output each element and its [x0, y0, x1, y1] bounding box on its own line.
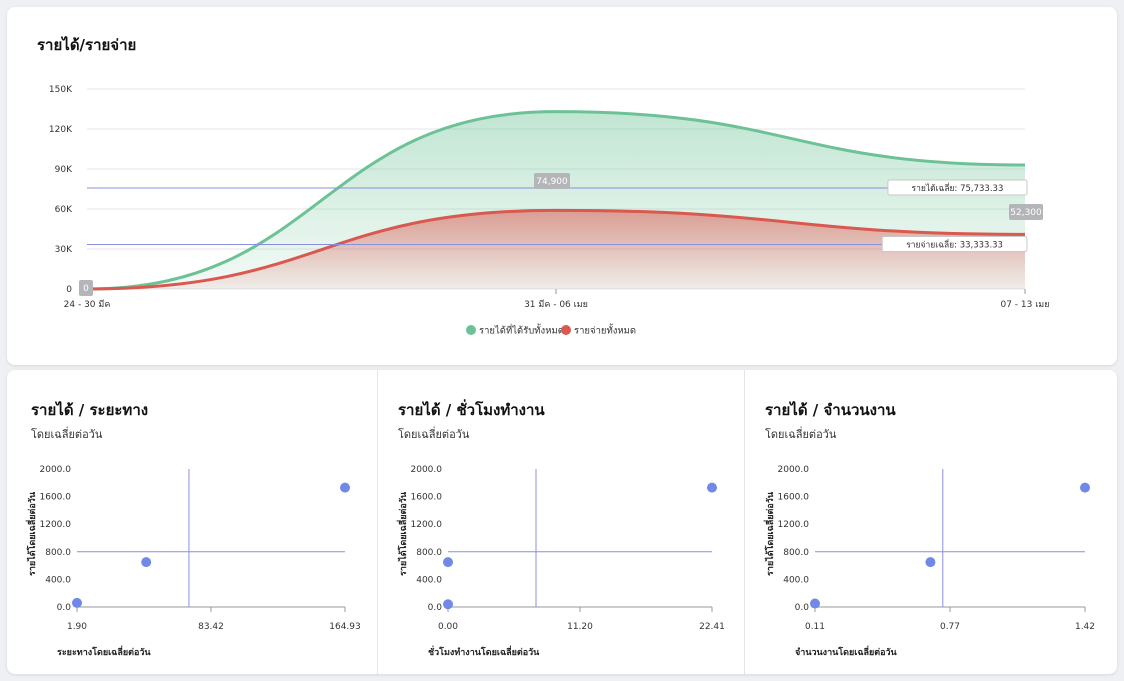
- y-tick-label: 1200.0: [778, 520, 810, 530]
- x-tick-label: 24 - 30 มีค: [64, 299, 111, 310]
- scatter-point: [443, 557, 453, 568]
- y-tick-label: 2000.0: [778, 465, 810, 475]
- legend-marker: [466, 325, 476, 335]
- x-tick-label: 164.93: [329, 622, 361, 632]
- y-axis-title: รายได้โดยเฉลี่ยต่อวัน: [25, 491, 38, 576]
- x-tick-label: 83.42: [198, 622, 224, 632]
- y-tick-label: 400.0: [416, 575, 442, 585]
- legend-marker: [561, 325, 571, 335]
- scatter-chart-hours: 0.0 400.0 800.0 1200.0 1600.0 2000.0 0.00 11.20…: [396, 465, 725, 658]
- panel-title: รายได้ / จำนวนงาน: [765, 401, 896, 419]
- x-axis-title: ชั่วโมงทำงานโดยเฉลี่ยต่อวัน: [428, 645, 540, 658]
- y-tick-label: 1600.0: [411, 493, 443, 503]
- x-tick-label: 0.11: [805, 622, 825, 632]
- panel-income-hours: รายได้ / ชั่วโมงทำงาน โดยเฉลี่ยต่อวัน 0.…: [378, 370, 744, 674]
- scatter-point: [72, 597, 82, 608]
- value-badge-label: 0: [83, 284, 89, 294]
- panel-title: รายได้ / ระยะทาง: [31, 401, 149, 419]
- x-tick-label: 1.42: [1075, 622, 1095, 632]
- scatter-point: [810, 598, 820, 609]
- x-tick-label: 1.90: [67, 622, 87, 632]
- x-axis-title: ระยะทางโดยเฉลี่ยต่อวัน: [57, 645, 151, 658]
- y-tick-label: 800.0: [45, 548, 71, 558]
- average-label: รายจ่ายเฉลี่ย: 33,333.33: [906, 239, 1003, 251]
- y-axis-title: รายได้โดยเฉลี่ยต่อวัน: [396, 491, 409, 576]
- y-tick-label: 2000.0: [40, 465, 72, 475]
- income-expense-title: รายได้/รายจ่าย: [37, 36, 137, 54]
- panel-divider: [744, 370, 745, 674]
- series-area: [87, 210, 1025, 289]
- y-tick-label: 0.0: [57, 603, 72, 613]
- y-tick-label: 0.0: [428, 603, 443, 613]
- value-badge-label: 52,300: [1010, 208, 1042, 218]
- y-tick-label: 400.0: [45, 575, 71, 585]
- y-tick-label: 1200.0: [411, 520, 443, 530]
- y-tick-label: 30K: [55, 245, 73, 255]
- series-line: [86, 208, 1026, 291]
- x-tick-label: 11.20: [567, 622, 593, 632]
- x-tick-label: 0.77: [940, 622, 960, 632]
- panel-income-distance: รายได้ / ระยะทาง โดยเฉลี่ยต่อวัน 0.0 400.…: [7, 370, 377, 674]
- y-tick-label: 90K: [55, 165, 73, 175]
- legend-label: รายได้ที่ได้รับทั้งหมด: [479, 324, 564, 337]
- panel-income-jobs: รายได้ / จำนวนงาน โดยเฉลี่ยต่อวัน 0.0 400…: [745, 370, 1117, 674]
- x-tick-label: 31 มีค - 06 เมย: [524, 299, 588, 310]
- scatter-point: [925, 557, 936, 568]
- income-expense-chart: 0 30K 60K 90K 120K 150K 24 - 30 มีค 31 มีค - 06…: [49, 85, 1050, 337]
- x-axis-title: จำนวนงานโดยเฉลี่ยต่อวัน: [795, 645, 898, 658]
- y-tick-label: 0.0: [795, 603, 810, 613]
- panel-subtitle: โดยเฉลี่ยต่อวัน: [31, 428, 103, 441]
- y-axis-title: รายได้โดยเฉลี่ยต่อวัน: [763, 491, 776, 576]
- y-tick-label: 1600.0: [40, 493, 72, 503]
- average-label-box: [881, 236, 1028, 253]
- y-tick-label: 2000.0: [411, 465, 443, 475]
- y-tick-label: 800.0: [416, 548, 442, 558]
- scatter-point: [707, 482, 717, 493]
- y-tick-label: 1600.0: [778, 493, 810, 503]
- average-label-box: [887, 179, 1028, 196]
- panel-subtitle: โดยเฉลี่ยต่อวัน: [765, 428, 837, 441]
- x-tick-label: 22.41: [699, 622, 725, 632]
- x-tick-label: 07 - 13 เมย: [1000, 300, 1049, 310]
- legend-label: รายจ่ายทั้งหมด: [574, 324, 636, 337]
- panel-subtitle: โดยเฉลี่ยต่อวัน: [398, 428, 470, 441]
- scatter-card: รายได้ / ระยะทาง โดยเฉลี่ยต่อวัน 0.0 400.…: [7, 370, 1117, 674]
- scatter-chart-distance: 0.0 400.0 800.0 1200.0 1600.0 2000.0 1.90 83.42…: [25, 465, 361, 658]
- y-tick-label: 800.0: [783, 548, 809, 558]
- scatter-point: [141, 557, 152, 568]
- y-tick-label: 0: [66, 285, 72, 295]
- value-badge: [79, 280, 93, 296]
- scatter-point: [1080, 482, 1090, 493]
- y-tick-label: 60K: [55, 205, 73, 215]
- income-expense-card: รายได้/รายจ่าย 0 30K 60K 90K 120K 150K 24 - 30…: [7, 7, 1117, 365]
- y-tick-label: 400.0: [783, 575, 809, 585]
- value-badge: [534, 173, 570, 189]
- scatter-chart-jobs: 0.0 400.0 800.0 1200.0 1600.0 2000.0 0.11 0.77 1…: [763, 465, 1095, 658]
- panel-title: รายได้ / ชั่วโมงทำงาน: [398, 401, 545, 419]
- x-tick-label: 0.00: [438, 622, 458, 632]
- scatter-point: [340, 482, 350, 493]
- y-tick-label: 150K: [49, 85, 73, 95]
- value-badge-label: 74,900: [536, 177, 568, 187]
- series-line: [86, 110, 1026, 291]
- y-tick-label: 120K: [49, 125, 73, 135]
- average-label: รายได้เฉลี่ย: 75,733.33: [912, 182, 1004, 194]
- scatter-point: [443, 599, 453, 610]
- panel-divider: [377, 370, 378, 674]
- value-badge: [1009, 204, 1043, 220]
- y-tick-label: 1200.0: [40, 520, 72, 530]
